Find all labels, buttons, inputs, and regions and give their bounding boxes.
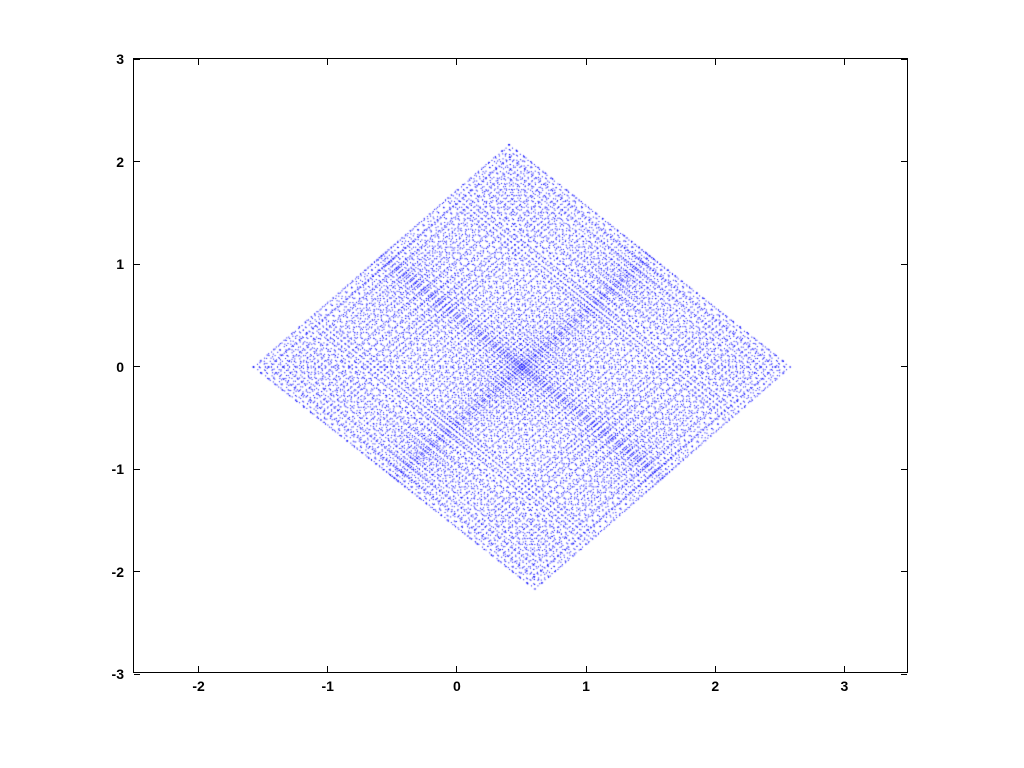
y-tick-label: 2 (116, 154, 124, 170)
axes-box: -2-10123-3-2-10123 (133, 58, 908, 673)
x-tick (715, 59, 716, 65)
x-tick-label: 0 (453, 678, 461, 694)
y-tick-label: 3 (116, 51, 124, 67)
y-tick (134, 366, 140, 367)
y-tick-label: 1 (116, 256, 124, 272)
y-tick (134, 571, 140, 572)
x-tick (456, 59, 457, 65)
y-tick (134, 161, 140, 162)
y-tick-label: -3 (112, 666, 124, 682)
x-tick (715, 666, 716, 672)
x-tick (198, 59, 199, 65)
y-tick (901, 469, 907, 470)
y-tick (901, 571, 907, 572)
x-tick (844, 59, 845, 65)
y-tick (901, 161, 907, 162)
x-tick (456, 666, 457, 672)
x-tick-label: 2 (711, 678, 719, 694)
figure: -2 -1 0 1 2 3 -3 -2 -1 0 1 2 3 (0, 0, 1024, 768)
y-tick (901, 366, 907, 367)
y-tick-label: 0 (116, 359, 124, 375)
y-tick (134, 674, 140, 675)
x-tick-label: 1 (582, 678, 590, 694)
y-tick (901, 264, 907, 265)
y-tick-label: -2 (112, 564, 124, 580)
y-tick (134, 264, 140, 265)
x-tick (586, 59, 587, 65)
y-tick (901, 674, 907, 675)
x-tick-label: -2 (192, 678, 204, 694)
x-tick-label: 3 (841, 678, 849, 694)
y-tick-label: -1 (112, 461, 124, 477)
x-tick (586, 666, 587, 672)
y-tick (901, 59, 907, 60)
x-tick (327, 666, 328, 672)
y-tick (134, 59, 140, 60)
x-tick-label: -1 (322, 678, 334, 694)
x-tick (844, 666, 845, 672)
x-tick (198, 666, 199, 672)
y-tick (134, 469, 140, 470)
scatter-canvas (134, 59, 909, 674)
x-tick (327, 59, 328, 65)
